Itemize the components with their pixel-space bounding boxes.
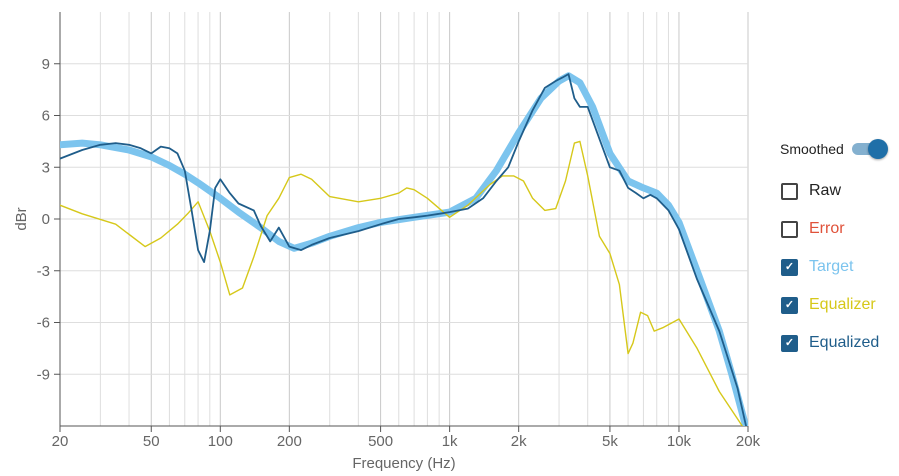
legend-label-target: Target	[809, 258, 854, 275]
checkbox-equalizer[interactable]: ✓	[781, 296, 798, 314]
y-tick-label: -3	[37, 263, 50, 280]
y-tick-label: -6	[37, 315, 50, 332]
checkmark-icon: ✓	[784, 260, 795, 273]
legend-label-equalized: Equalized	[809, 334, 880, 351]
legend-item-error[interactable]: Error	[780, 210, 899, 248]
checkbox-error[interactable]	[781, 220, 798, 238]
legend-label-equalizer: Equalizer	[809, 296, 876, 313]
checkbox-target[interactable]: ✓	[781, 258, 798, 276]
y-tick-label: 3	[42, 159, 50, 176]
legend-item-target[interactable]: ✓ Target	[780, 248, 899, 286]
checkbox-raw[interactable]	[781, 182, 798, 200]
x-tick-label: 50	[143, 433, 160, 450]
smoothed-label: Smoothed	[780, 141, 844, 157]
x-tick-label: 20k	[736, 433, 761, 450]
x-tick-label: 100	[208, 433, 233, 450]
series-line-equalized	[60, 73, 747, 426]
legend-panel: Smoothed Raw Error ✓ Target ✓ Equalizer ✓ Equal…	[780, 136, 899, 362]
x-tick-label: 5k	[602, 433, 618, 450]
switch-thumb[interactable]	[867, 139, 888, 159]
legend-label-raw: Raw	[809, 182, 842, 199]
x-tick-label: 500	[368, 433, 393, 450]
y-tick-label: 9	[42, 56, 50, 73]
x-tick-label: 2k	[511, 433, 527, 450]
legend-item-equalizer[interactable]: ✓ Equalizer	[780, 286, 899, 324]
y-tick-label: 0	[42, 211, 50, 228]
x-tick-label: 200	[277, 433, 302, 450]
legend-item-raw[interactable]: Raw	[780, 172, 899, 210]
series	[60, 72, 748, 426]
checkmark-icon: ✓	[784, 298, 795, 311]
smoothed-toggle[interactable]: Smoothed	[780, 136, 899, 162]
legend-item-equalized[interactable]: ✓ Equalized	[780, 324, 899, 362]
y-tick-label: -9	[37, 366, 50, 383]
legend-label-error: Error	[809, 220, 845, 237]
checkmark-icon: ✓	[784, 336, 795, 349]
y-axis-title: dBr	[13, 207, 30, 230]
tick-labels: 20 50 100 200 500 1k 2k 5k 10k 20k 9 6 3 0 -3 -6 -9	[37, 56, 761, 450]
checkbox-equalized[interactable]: ✓	[781, 334, 798, 352]
x-axis-title: Frequency (Hz)	[352, 455, 455, 472]
x-tick-label: 20	[52, 433, 69, 450]
x-tick-label: 10k	[667, 433, 692, 450]
series-line-equalizer	[60, 140, 744, 426]
x-tick-label: 1k	[442, 433, 458, 450]
y-tick-label: 6	[42, 108, 50, 125]
smoothed-switch[interactable]	[851, 137, 890, 161]
series-line-target	[60, 72, 748, 426]
legend-items: Raw Error ✓ Target ✓ Equalizer ✓ Equalized	[780, 172, 899, 362]
